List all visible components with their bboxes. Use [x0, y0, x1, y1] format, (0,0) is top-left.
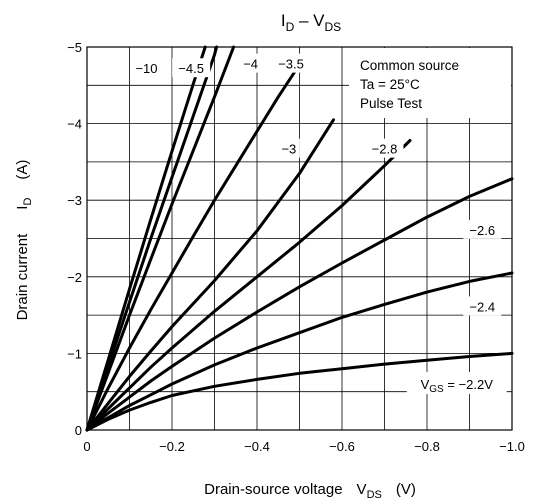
curve-label-bg — [131, 58, 162, 78]
y-tick-label: −1 — [67, 346, 82, 361]
y-axis-label-main: Drain current — [14, 233, 31, 321]
curve-line — [85, 63, 301, 432]
y-axis-label-sub: D — [22, 198, 34, 206]
curve-line — [85, 45, 219, 432]
x-tick-label: −1.0 — [499, 439, 525, 454]
curve-label-bg — [463, 219, 502, 239]
curve-label: VGS = −2.2V — [421, 377, 494, 395]
x-axis-label-main: Drain-source voltage — [204, 481, 342, 498]
curve-label-bg — [365, 138, 404, 158]
x-axis-label-sub: DS — [367, 489, 382, 501]
curves — [85, 45, 514, 432]
annotation-line: Common source — [360, 58, 459, 73]
curve-label-bg — [277, 138, 300, 158]
y-tick-label: −5 — [67, 40, 82, 55]
curve-label-bg — [272, 53, 310, 73]
curve-label: −2.6 — [469, 223, 495, 238]
x-tick-label: −0.2 — [159, 439, 185, 454]
curve-label: −3.5 — [278, 57, 304, 72]
title-sub1: D — [286, 20, 295, 34]
curve-label: −4.5 — [178, 61, 204, 76]
y-tick-label: −2 — [67, 270, 82, 285]
curve-labels: −10 −4.5 −4 −3.5 −3 −2.8 −2.6 −2.4 VGS = −2.2V — [131, 53, 507, 395]
annotation: Common source Ta = 25°C Pulse Test — [360, 58, 459, 111]
title-main: I — [281, 11, 286, 30]
curve-line — [85, 271, 514, 432]
y-tick-label: −4 — [67, 117, 82, 132]
y-axis-label-unit: (A) — [14, 160, 31, 180]
x-axis-label-unit: (V) — [396, 481, 416, 498]
curve-line — [85, 45, 236, 432]
curve-line — [85, 177, 514, 432]
title-dash: – V — [294, 11, 325, 30]
y-tick-label: −3 — [67, 193, 82, 208]
curve-line — [85, 139, 412, 432]
curve-label: −4 — [243, 57, 258, 72]
curve-line — [85, 351, 514, 432]
y-tick-label: 0 — [75, 423, 82, 438]
curve-label-sub: GS — [429, 384, 444, 395]
title-sub2: DS — [324, 20, 341, 34]
curve-label: −10 — [135, 61, 157, 76]
curve-label: −2.8 — [372, 142, 398, 157]
x-tick-label: 0 — [83, 439, 90, 454]
y-axis-label-sym: I — [14, 206, 31, 210]
x-tick-label: −0.6 — [329, 439, 355, 454]
curve-label: −3 — [281, 142, 296, 157]
y-axis-label: Drain current ID (A) — [14, 160, 34, 321]
curve-label-bg — [239, 53, 262, 73]
annotation-line: Ta = 25°C — [360, 77, 420, 92]
curve-label-bg — [406, 372, 507, 395]
curve-label-bg — [172, 58, 211, 78]
chart-grid — [87, 47, 512, 430]
curve-label-bg — [463, 296, 502, 316]
curve-label: −2.4 — [469, 299, 495, 314]
curve-label-rest: = −2.2V — [444, 377, 493, 392]
curve-line — [85, 45, 207, 432]
x-axis-label: Drain-source voltage VDS (V) — [204, 481, 416, 501]
annotation-box — [349, 48, 511, 118]
x-tick-label: −0.4 — [244, 439, 270, 454]
annotation-line: Pulse Test — [360, 96, 422, 111]
tick-labels: 0 −0.2 −0.4 −0.6 −0.8 −1.0 0 −1 −2 −3 −4 −5 — [67, 40, 525, 454]
x-axis-label-sym: V — [357, 481, 367, 498]
curve-line — [85, 118, 335, 432]
curve-label-main: V — [421, 377, 430, 392]
chart-title: ID – VDS — [281, 11, 341, 34]
plot-frame — [86, 46, 513, 431]
x-tick-label: −0.8 — [414, 439, 440, 454]
